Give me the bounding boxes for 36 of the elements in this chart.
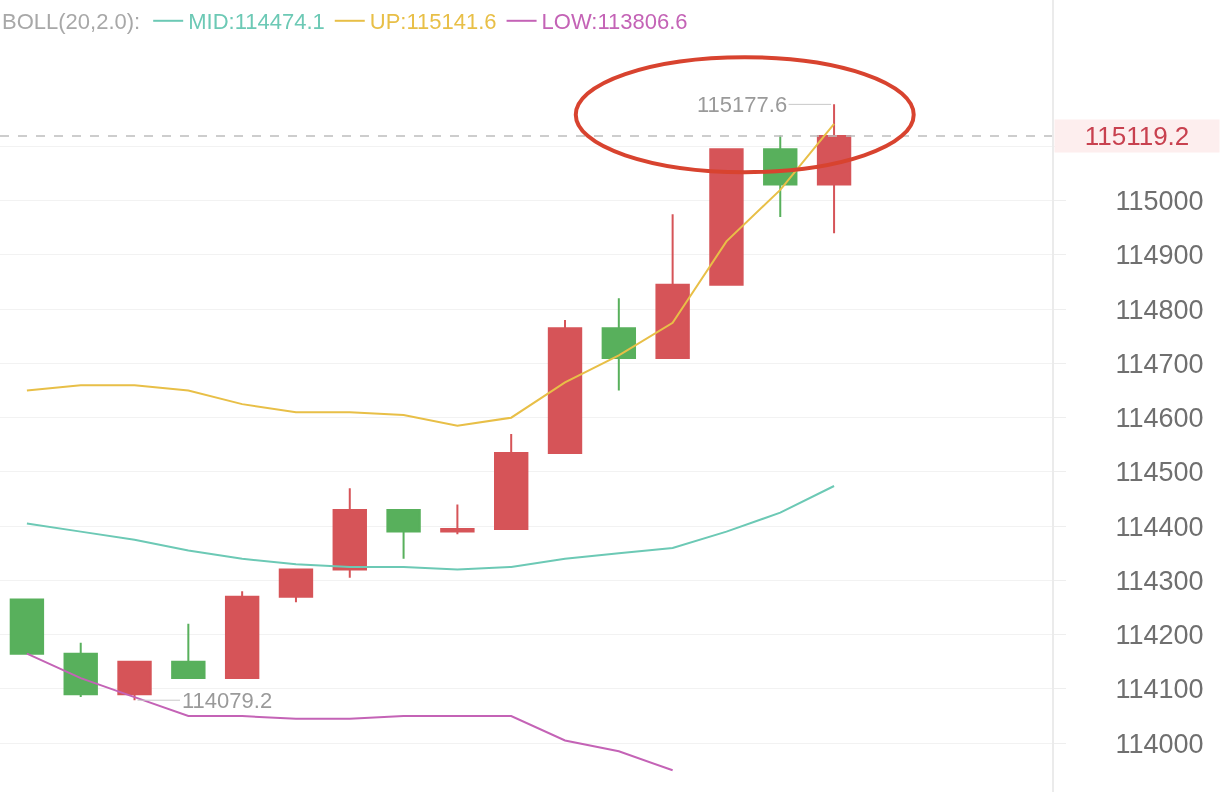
y-tick-label: 114000 (1115, 728, 1204, 759)
ref-line-label: 115119.2 (1084, 121, 1190, 151)
y-tick-label: 114200 (1115, 620, 1204, 651)
annotation: 114079.2 (182, 688, 273, 713)
y-tick-label: 114300 (1115, 565, 1204, 596)
line-series (25, 485, 836, 571)
y-tick-label: 114700 (1115, 348, 1204, 379)
candlestick (278, 568, 314, 604)
candlestick (332, 487, 367, 579)
y-tick-label: 114800 (1115, 294, 1204, 325)
candlestick (117, 660, 152, 702)
candlestick (601, 297, 637, 392)
candlestick (63, 641, 98, 699)
legend-label: UP:115141.6 (369, 9, 497, 35)
legend-label: LOW:113806.6 (541, 9, 688, 35)
line-series (25, 652, 674, 772)
candlestick (709, 148, 744, 286)
y-tick-label: 115000 (1115, 186, 1204, 217)
y-tick-label: 114100 (1115, 674, 1204, 705)
candlestick (440, 503, 475, 536)
annotation: 115177.6 (697, 92, 788, 117)
candlestick (171, 622, 206, 680)
candlestick (494, 432, 529, 530)
legend-title: BOLL(20,2.0): (2, 8, 141, 34)
y-tick-label: 114600 (1115, 403, 1204, 434)
candlestick (655, 213, 690, 360)
y-tick-label: 114900 (1115, 240, 1204, 271)
y-tick-label: 114400 (1115, 511, 1204, 542)
y-tick-label: 114500 (1115, 457, 1204, 488)
candlestick (224, 590, 260, 680)
candlestick (9, 598, 45, 655)
legend-label: MID:114474.1 (188, 9, 325, 35)
line-series (25, 122, 836, 427)
candlestick (386, 508, 421, 560)
candlestick (547, 319, 583, 454)
candlestick (816, 103, 852, 235)
